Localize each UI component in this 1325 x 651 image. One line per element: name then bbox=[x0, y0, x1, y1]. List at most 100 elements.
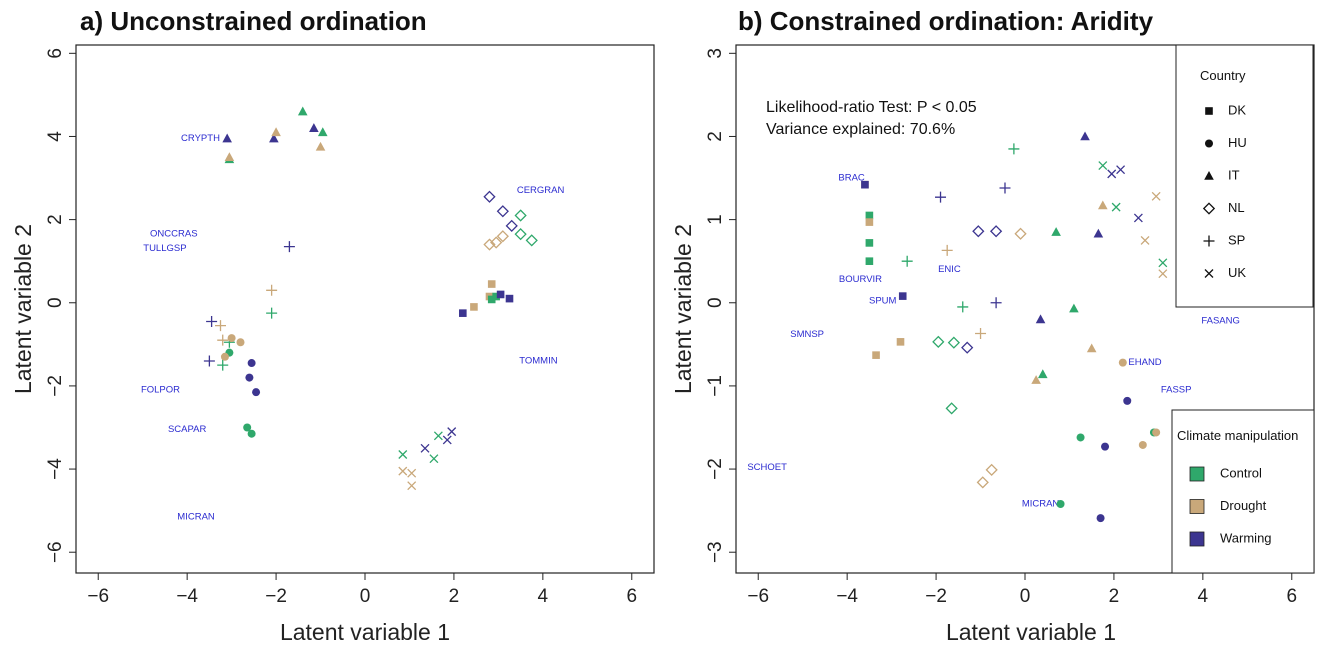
x-tick-label: 2 bbox=[449, 586, 460, 607]
site-point bbox=[525, 234, 538, 247]
x-axis-label: Latent variable 1 bbox=[280, 619, 450, 645]
site-point bbox=[442, 435, 452, 445]
species-label: SMNSP bbox=[790, 329, 824, 340]
site-point bbox=[1111, 202, 1121, 212]
site-point bbox=[957, 301, 969, 313]
legend-marker-nl bbox=[1202, 202, 1216, 215]
x-tick-label: 6 bbox=[1286, 586, 1297, 607]
site-point bbox=[865, 239, 874, 247]
species-label: EHAND bbox=[1128, 357, 1161, 368]
site-point bbox=[217, 359, 229, 371]
site-point bbox=[961, 341, 974, 354]
site-point bbox=[1152, 428, 1161, 437]
site-point bbox=[496, 230, 509, 243]
site-point bbox=[220, 352, 229, 361]
site-point bbox=[945, 402, 958, 415]
site-point bbox=[203, 355, 215, 367]
climate-legend-title: Climate manipulation bbox=[1177, 428, 1298, 443]
species-label: TULLGSP bbox=[143, 243, 186, 254]
species-label: ONCCRAS bbox=[150, 229, 198, 240]
site-point bbox=[252, 388, 261, 397]
species-label: FOLPOR bbox=[141, 385, 180, 396]
legend-marker-uk bbox=[1204, 269, 1214, 278]
site-point bbox=[1158, 269, 1168, 279]
site-point bbox=[505, 294, 514, 303]
species-label: MICRAN bbox=[177, 511, 215, 522]
species-label: TOMMIN bbox=[519, 355, 557, 366]
legend-marker-hu bbox=[1205, 139, 1213, 148]
species-label: BOURVIR bbox=[839, 274, 882, 285]
site-point bbox=[315, 141, 326, 151]
species-label: FASANG bbox=[1201, 316, 1240, 327]
site-point bbox=[1138, 440, 1147, 449]
panel-title: a) Unconstrained ordination bbox=[80, 6, 427, 36]
species-label: SCAPAR bbox=[168, 424, 207, 435]
site-point bbox=[247, 359, 256, 368]
site-point bbox=[266, 284, 278, 296]
site-point bbox=[505, 219, 518, 232]
site-point bbox=[896, 338, 905, 346]
site-point bbox=[935, 191, 947, 203]
site-point bbox=[483, 190, 496, 203]
species-label: ENIC bbox=[938, 264, 961, 275]
site-point bbox=[222, 133, 232, 143]
site-point bbox=[266, 307, 278, 319]
site-point bbox=[407, 481, 417, 491]
x-tick-label: 0 bbox=[1020, 586, 1031, 607]
species-label: MICRAN bbox=[1022, 499, 1060, 510]
unconstrained-ordination-plot: Latent variable 1 Latent variable 2 −6 −4… bbox=[10, 44, 655, 645]
site-point bbox=[447, 427, 457, 437]
y-tick-label: 3 bbox=[705, 48, 726, 59]
site-point bbox=[865, 211, 874, 220]
site-point bbox=[1107, 169, 1117, 179]
site-point bbox=[271, 127, 281, 137]
site-point bbox=[1051, 227, 1061, 236]
species-label: BRAC bbox=[838, 173, 865, 184]
site-point bbox=[861, 180, 869, 189]
site-points bbox=[203, 106, 538, 491]
site-point bbox=[317, 127, 328, 137]
site-point bbox=[217, 334, 229, 346]
site-point bbox=[297, 106, 308, 116]
legend-label: Drought bbox=[1220, 498, 1267, 513]
site-point bbox=[865, 218, 874, 226]
site-point bbox=[1133, 213, 1143, 223]
site-point bbox=[1098, 161, 1108, 171]
x-tick-label: −4 bbox=[836, 586, 858, 607]
constrained-ordination-plot: Latent variable 1 Latent variable 2 Like… bbox=[670, 44, 1315, 645]
site-point bbox=[1008, 143, 1020, 155]
legend-marker-sp bbox=[1203, 235, 1215, 247]
y-axis-label: Latent variable 2 bbox=[10, 224, 36, 394]
x-tick-label: 2 bbox=[1109, 586, 1120, 607]
y-tick-label: −1 bbox=[705, 375, 726, 397]
y-axis-label: Latent variable 2 bbox=[670, 224, 696, 394]
x-tick-label: −4 bbox=[176, 586, 198, 607]
site-point bbox=[1158, 258, 1168, 268]
legend-label: DK bbox=[1228, 102, 1246, 117]
site-point bbox=[1014, 227, 1027, 240]
site-point bbox=[309, 123, 319, 132]
legend-label: NL bbox=[1228, 200, 1245, 215]
x-tick-label: 4 bbox=[1198, 586, 1209, 607]
site-point bbox=[245, 373, 254, 382]
panel-title: b) Constrained ordination: Aridity bbox=[738, 6, 1154, 36]
site-point bbox=[420, 443, 430, 453]
site-point bbox=[989, 225, 1003, 238]
site-point bbox=[990, 297, 1002, 309]
site-point bbox=[514, 228, 527, 241]
legend-label: HU bbox=[1228, 135, 1247, 150]
site-point bbox=[483, 238, 496, 251]
x-tick-label: −2 bbox=[265, 586, 287, 607]
x-tick-label: −2 bbox=[925, 586, 947, 607]
species-label: CERGRAN bbox=[517, 185, 565, 196]
site-point bbox=[1151, 191, 1161, 201]
site-point bbox=[1123, 396, 1132, 405]
site-point bbox=[972, 225, 985, 238]
y-tick-label: −6 bbox=[45, 541, 66, 563]
species-labels: BRAC BOURVIR SPUM ENIC SMNSP EHAND FASANG FASSP… bbox=[747, 173, 1240, 510]
legend-swatch-control bbox=[1189, 466, 1205, 482]
site-point bbox=[1096, 514, 1105, 523]
x-axis-label: Latent variable 1 bbox=[946, 619, 1116, 645]
site-point bbox=[470, 303, 478, 311]
country-legend-title: Country bbox=[1200, 68, 1246, 83]
